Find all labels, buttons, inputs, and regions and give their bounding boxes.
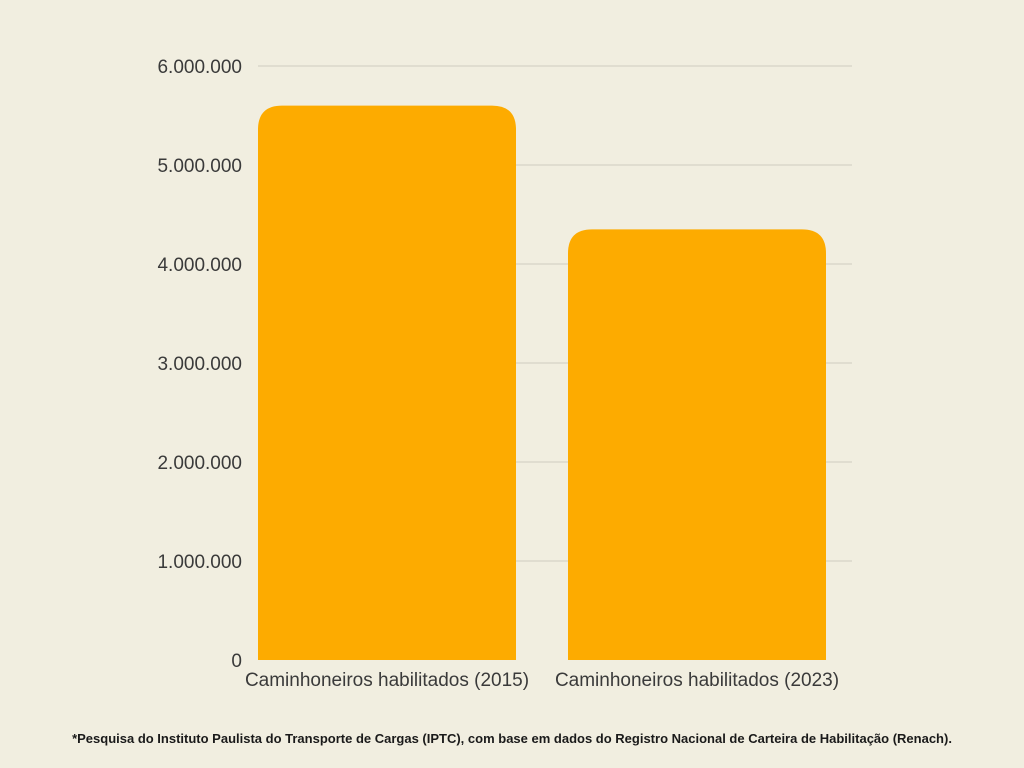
y-tick-label: 0 (231, 651, 242, 672)
x-category-label: Caminhoneiros habilitados (2015) (245, 670, 529, 691)
bar-2 (568, 229, 826, 660)
y-tick-label: 5.000.000 (157, 156, 242, 177)
y-tick-label: 1.000.000 (157, 552, 242, 573)
bar-1 (258, 105, 516, 661)
y-axis-tick-labels: 0 1.000.000 2.000.000 3.000.000 4.000.000 5.0… (157, 57, 242, 672)
y-tick-label: 4.000.000 (157, 255, 242, 276)
x-axis-category-labels: Caminhoneiros habilitados (2015) Caminhon… (245, 670, 839, 691)
bars (258, 105, 826, 661)
source-footnote: *Pesquisa do Instituto Paulista do Trans… (72, 731, 952, 746)
y-tick-label: 3.000.000 (157, 354, 242, 375)
y-tick-label: 2.000.000 (157, 453, 242, 474)
bar-chart: 0 1.000.000 2.000.000 3.000.000 4.000.000 5.0… (157, 57, 852, 691)
y-tick-label: 6.000.000 (157, 57, 242, 78)
x-category-label: Caminhoneiros habilitados (2023) (555, 670, 839, 691)
